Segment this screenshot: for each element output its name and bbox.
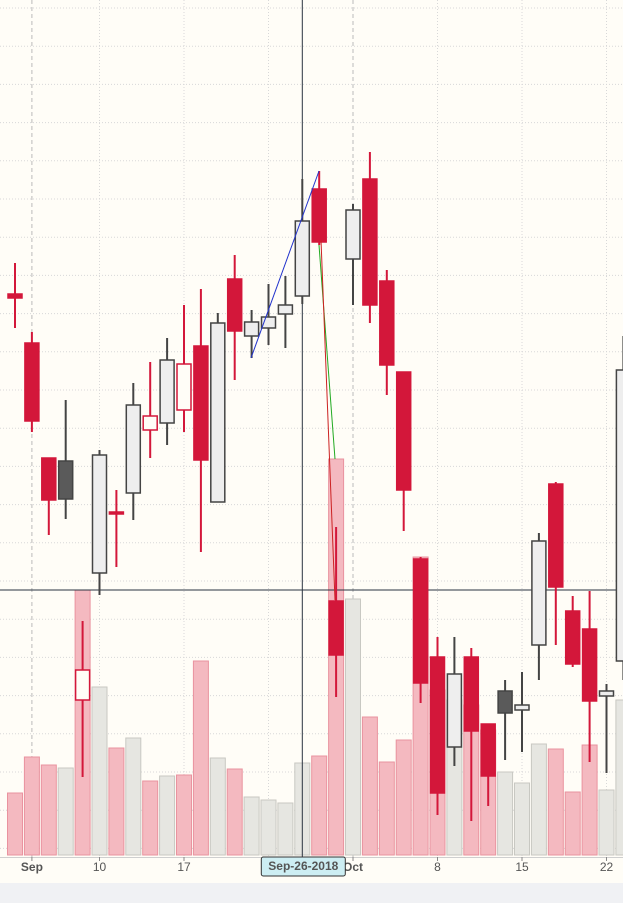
trend-line: [318, 244, 336, 460]
candle-body: [226, 278, 243, 332]
candle-body: [193, 345, 209, 461]
volume-bar: [226, 768, 243, 856]
volume-bar: [277, 802, 294, 856]
candle-body: [531, 540, 547, 646]
candle-body: [260, 316, 277, 329]
x-tick-label: 15: [515, 860, 529, 874]
candle-body: [548, 483, 564, 588]
volume-bar: [311, 755, 328, 856]
x-tick-label: Oct: [343, 860, 363, 874]
x-tick-label: 10: [93, 860, 107, 874]
candle-body: [446, 673, 463, 748]
volume-bar: [23, 756, 40, 856]
candle-body: [598, 690, 615, 697]
candle-body: [497, 690, 513, 714]
candle-body: [108, 511, 125, 515]
candle-body: [277, 304, 294, 315]
candle-body: [294, 220, 311, 297]
x-tick-label: Sep: [21, 860, 43, 874]
crosshair-label: Sep-26-2018: [268, 859, 338, 873]
candle-body: [480, 723, 496, 777]
candle-body: [142, 415, 158, 431]
volume-bar: [497, 771, 514, 856]
volume-bar: [514, 782, 530, 856]
footer-strip: [0, 883, 623, 903]
volume-bar: [192, 660, 209, 856]
volume-bar: [125, 737, 142, 856]
candle-body: [395, 371, 412, 491]
volume-bar: [395, 739, 412, 856]
candle-body: [311, 188, 327, 243]
volume-bar: [615, 699, 623, 856]
candle-body: [463, 656, 480, 732]
volume-bar: [159, 775, 176, 856]
x-tick-label: 17: [177, 860, 191, 874]
candle-body: [379, 280, 395, 366]
candle-body: [564, 610, 581, 665]
volume-bar: [91, 686, 108, 856]
x-tick-label: 8: [434, 860, 441, 874]
candle-body: [74, 669, 91, 701]
trend-line: [250, 170, 320, 359]
candle-body: [412, 558, 429, 684]
volume-bar: [547, 748, 564, 856]
candle-body: [581, 628, 598, 702]
volume-bar: [7, 792, 23, 856]
trend-line: [320, 239, 336, 601]
volume-bar: [57, 767, 74, 856]
candle-body: [159, 359, 175, 424]
candle-body: [345, 209, 361, 260]
volume-bar: [108, 747, 125, 856]
volume-bar: [564, 791, 581, 856]
candle-body: [176, 363, 192, 411]
volume-bar: [598, 789, 615, 856]
candle-body: [7, 293, 23, 299]
candle-body: [210, 322, 226, 503]
volume-bar: [378, 761, 395, 856]
volume-bar: [142, 780, 159, 856]
crosshair-label-box: [260, 856, 346, 877]
volume-bar: [530, 743, 547, 856]
candle-body: [57, 460, 74, 500]
candle-body: [514, 704, 530, 711]
volume-bar: [361, 716, 378, 856]
x-tick-label: 22: [600, 860, 614, 874]
candle-body: [41, 457, 57, 501]
volume-bar: [260, 799, 277, 856]
volume-bar: [243, 796, 260, 856]
volume-bar: [40, 764, 57, 856]
candle-body: [362, 178, 378, 306]
volume-bar: [209, 757, 226, 856]
candle-body: [24, 342, 40, 422]
volume-bar: [345, 598, 361, 856]
candle-body: [125, 404, 142, 494]
candle-body: [243, 321, 260, 337]
candle-body: [615, 369, 623, 662]
candle-body: [328, 600, 344, 656]
candle-body: [91, 454, 108, 574]
volume-bar: [176, 774, 192, 856]
candle-body: [429, 656, 446, 794]
